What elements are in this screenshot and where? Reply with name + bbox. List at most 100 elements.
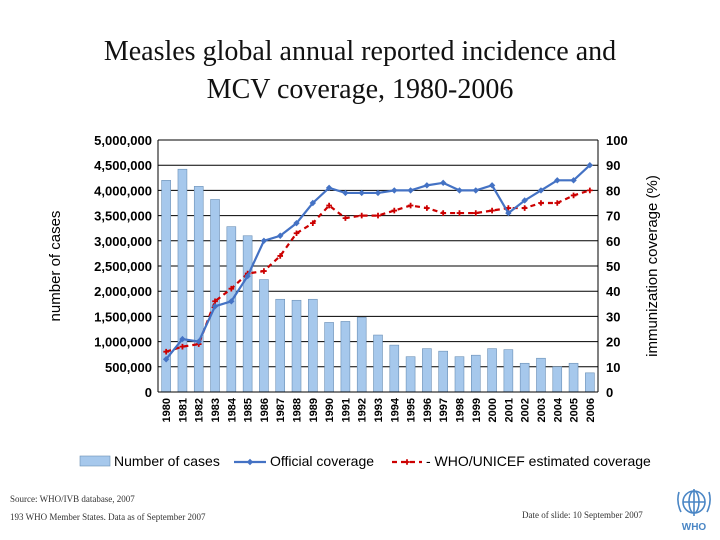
official-point-1991 [342,189,349,197]
legend-label-official: Official coverage [270,453,374,469]
x-tick-label: 1989 [308,398,320,422]
y-right-tick-label: 30 [606,309,620,324]
who-unicef-point-1986 [261,268,267,274]
x-tick-label: 2006 [585,398,597,422]
bar-1987 [275,298,286,393]
y-right-tick-label: 20 [606,335,620,350]
official-point-2003 [537,187,545,194]
bar-1993 [373,334,383,393]
y-right-tick-label: 80 [606,183,620,198]
official-point-1981 [179,335,186,343]
who-unicef-point-2003 [538,200,544,206]
x-tick-label: 1997 [438,398,450,422]
who-unicef-point-1990 [326,202,332,209]
slide-date: Date of slide: 10 September 2007 [522,510,643,520]
y-left-tick-label: 3,000,000 [94,234,152,249]
legend-label-who-unicef: - WHO/UNICEF estimated coverage [426,453,651,469]
legend-swatch-cases [79,455,111,467]
bar-1985 [242,235,253,393]
who-unicef-point-2006 [587,187,593,194]
x-tick-label: 2002 [520,398,532,422]
x-tick-label: 1994 [389,397,401,422]
official-point-2004 [554,177,561,184]
official-point-1993 [374,189,382,197]
official-point-1999 [472,187,479,194]
bar-1983 [210,199,220,393]
who-unicef-point-1981 [179,343,186,350]
official-point-1980 [162,356,170,363]
bar-1992 [356,317,367,393]
official-point-2006 [586,162,594,169]
who-unicef-point-1989 [310,220,316,226]
y-right-tick-label: 0 [606,385,613,400]
y-right-tick-label: 60 [606,234,620,249]
who-unicef-point-2002 [521,205,528,211]
official-point-2002 [521,197,528,204]
bar-2004 [552,366,563,393]
bar-1981 [177,168,188,393]
y-right-tick-label: 90 [606,158,620,173]
x-tick-label: 1993 [373,398,385,422]
official-point-1986 [260,237,268,244]
member-states-note: 193 WHO Member States. Data as of Septem… [10,512,206,522]
who-unicef-point-1987 [277,253,284,259]
y-left-tick-label: 500,000 [105,360,152,375]
y-left-tick-label: 2,500,000 [94,259,152,274]
bar-1997 [438,350,448,393]
x-tick-label: 1999 [471,398,483,422]
who-unicef-point-1984 [228,285,235,292]
bar-1988 [291,299,302,393]
bar-1990 [324,322,334,393]
bar-1995 [405,356,416,393]
official-point-1992 [358,189,365,197]
who-unicef-point-1980 [163,348,169,355]
bar-1984 [226,226,237,393]
x-tick-label: 2003 [536,398,548,422]
who-unicef-point-1993 [375,212,381,219]
x-tick-label: 1984 [226,397,238,422]
bar-1991 [340,321,351,393]
legend-marker-who-unicef [404,459,410,465]
legend-label-cases: Number of cases [114,453,220,469]
who-unicef-point-2005 [570,192,577,199]
y-right-axis-title: immunization coverage (%) [644,175,661,357]
y-left-tick-label: 4,500,000 [94,158,152,173]
official-point-2005 [570,177,577,184]
official-point-1996 [423,182,431,189]
x-tick-label: 1980 [161,398,173,422]
bar-2003 [536,357,546,393]
official-point-1990 [325,184,333,192]
x-tick-label: 1992 [357,398,369,422]
official-point-1985 [244,272,251,280]
bar-1986 [259,279,269,393]
who-unicef-point-1995 [407,202,414,209]
x-tick-label: 1988 [292,398,304,422]
official-point-1988 [293,219,300,227]
legend-marker-official [246,458,254,466]
chart-title-line2: MCV coverage, 1980-2006 [206,74,514,105]
y-left-tick-label: 0 [145,385,152,400]
x-tick-label: 2005 [569,398,581,422]
bar-1982 [193,186,204,393]
y-right-tick-label: 10 [606,360,620,375]
y-left-tick-label: 5,000,000 [94,133,152,148]
who-unicef-point-1991 [342,215,349,221]
bar-2002 [519,362,530,393]
x-tick-label: 1998 [454,398,466,422]
x-tick-label: 2004 [552,397,564,422]
bar-1999 [470,354,481,393]
x-tick-label: 1983 [210,398,222,422]
bar-1996 [422,348,432,393]
y-right-tick-label: 100 [606,133,628,148]
who-logo-text: WHO [682,522,707,533]
official-point-2000 [488,182,496,189]
who-unicef-point-1992 [358,212,365,219]
who-unicef-point-1996 [424,205,430,211]
official-point-1997 [439,179,447,187]
y-left-tick-label: 2,000,000 [94,284,152,299]
x-tick-label: 1996 [422,398,434,422]
x-tick-label: 1981 [177,398,189,422]
bar-2001 [503,349,514,393]
bar-1998 [454,356,465,393]
